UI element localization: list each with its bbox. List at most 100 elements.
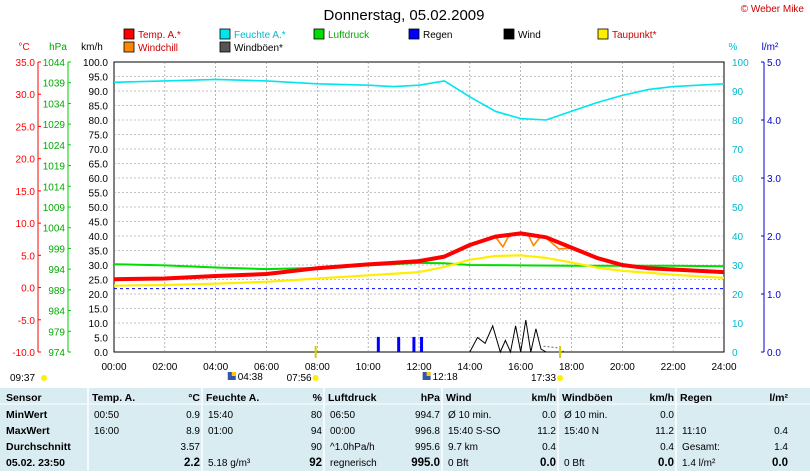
cell-value: 94 — [311, 426, 323, 437]
cell-value: 0.9 — [186, 410, 200, 421]
pressure-tick-label: 1019 — [43, 162, 66, 173]
x-tick-label: 20:00 — [610, 362, 635, 373]
moon-rise-icon-sun — [231, 372, 236, 376]
sunrise-time: 07:56 — [287, 373, 312, 384]
pressure-tick-label: 984 — [48, 307, 65, 318]
cell-value: 92 — [309, 457, 322, 469]
x-tick-label: 02:00 — [152, 362, 177, 373]
legend-swatch — [503, 28, 515, 40]
temp-tick-label: 35.0 — [16, 58, 36, 69]
column-header: Windböen — [562, 392, 613, 404]
cell-text: ^1.0hPa/h — [330, 442, 375, 453]
x-tick-label: 08:00 — [305, 362, 330, 373]
temp-unit-label: °C — [18, 42, 29, 53]
cell-value: 1.4 — [774, 442, 788, 453]
legend-label: Temp. A.* — [138, 30, 181, 41]
pressure-tick-label: 1009 — [43, 203, 66, 214]
cell-text: 15:40 — [208, 410, 233, 421]
humidity-tick-label: 0 — [732, 348, 738, 359]
humidity-tick-label: 50 — [732, 203, 744, 214]
temp-tick-label: 15.0 — [16, 187, 36, 198]
wind-tick-label: 55.0 — [89, 189, 109, 200]
temp-tick-label: -5.0 — [18, 316, 36, 327]
humidity-tick-label: 70 — [732, 145, 744, 156]
summary-table: Sensor Temp. A. °C Feuchte A.% Luftdruck hPa W… — [0, 388, 810, 471]
cell-text: 01:00 — [208, 426, 233, 437]
cell-text: 1.4 l/m² — [682, 458, 716, 469]
moon-rise-time: 04:38 — [238, 372, 263, 383]
legend-label: Luftdruck — [328, 30, 370, 41]
column-header: Sensor — [6, 392, 42, 404]
series-line-taupunkt — [113, 254, 725, 287]
rain-tick-label: 3.0 — [767, 174, 781, 185]
legend-swatch — [597, 28, 609, 40]
pressure-tick-label: 994 — [48, 265, 65, 276]
pressure-tick-label: 1029 — [43, 120, 66, 131]
cell-value: 3.57 — [181, 442, 201, 453]
cell-value: 0.0 — [542, 410, 556, 421]
temp-tick-label: 0.0 — [21, 284, 35, 295]
column-header: Wind — [446, 392, 472, 404]
chart-legend: Temp. A.* Feuchte A.* Luftdruck Regen Wind Ta… — [123, 28, 657, 54]
humidity-tick-label: 10 — [732, 319, 744, 330]
legend-swatch — [408, 28, 420, 40]
cell-text: 5.18 g/m³ — [208, 458, 251, 469]
x-tick-label: 04:00 — [203, 362, 228, 373]
wind-unit-label: km/h — [81, 42, 103, 53]
x-tick-label: 24:00 — [711, 362, 736, 373]
x-tick-label: 16:00 — [508, 362, 533, 373]
rain-bar — [420, 336, 424, 352]
pressure-tick-label: 1039 — [43, 79, 66, 90]
column-unit: hPa — [421, 392, 440, 404]
rain-bar — [412, 336, 416, 352]
temp-tick-label: 5.0 — [21, 251, 35, 262]
x-tick-label: 10:00 — [356, 362, 381, 373]
cell-text: Ø 10 min. — [564, 410, 607, 421]
grid — [113, 61, 725, 353]
pressure-unit-label: hPa — [49, 42, 67, 53]
wind-tick-label: 100.0 — [83, 58, 108, 69]
rain-unit-label: l/m² — [762, 42, 779, 53]
day-start-sun-icon — [41, 375, 47, 381]
cell-value: 994.7 — [415, 410, 440, 421]
legend-swatch — [123, 28, 135, 40]
sunset-time: 17:33 — [531, 373, 556, 384]
cell-text: 00:50 — [94, 410, 119, 421]
humidity-tick-label: 90 — [732, 87, 744, 98]
column-header: Luftdruck — [328, 392, 377, 404]
series-line-feuchte-a — [113, 78, 725, 121]
legend-swatch — [123, 41, 135, 53]
wind-tick-label: 90.0 — [89, 87, 109, 98]
rain-tick-label: 4.0 — [767, 116, 781, 127]
cell-value: 995.6 — [415, 442, 440, 453]
wind-tick-label: 60.0 — [89, 174, 109, 185]
pressure-tick-label: 1004 — [43, 224, 66, 235]
cell-value: 11.2 — [655, 426, 674, 437]
pressure-tick-label: 989 — [48, 286, 65, 297]
wind-tick-label: 40.0 — [89, 232, 109, 243]
cell-value: 11.2 — [537, 426, 556, 437]
weather-chart: Temp. A.* Feuchte A.* Luftdruck Regen Wind Ta… — [10, 4, 805, 384]
legend-swatch — [219, 41, 231, 53]
legend-label: Taupunkt* — [612, 30, 657, 41]
cell-value: 0.0 — [658, 457, 674, 469]
pressure-tick-label: 999 — [48, 244, 65, 255]
cell-text: 15:40 N — [564, 426, 599, 437]
cell-text: 0 Bft — [448, 458, 469, 469]
wind-tick-label: 20.0 — [89, 290, 109, 301]
chart-marks: 04:38 12:18 07:56 17:33 09:37 — [10, 320, 565, 384]
cell-value: 996.8 — [415, 426, 440, 437]
rain-bar — [397, 336, 401, 352]
wind-gust-line — [543, 345, 565, 352]
cell-value: 0.0 — [772, 457, 788, 469]
cell-value: 995.0 — [411, 457, 440, 469]
temp-tick-label: -10.0 — [12, 348, 35, 359]
sunrise-sun-icon — [312, 375, 319, 381]
legend-label: Regen — [423, 30, 452, 41]
moon-set-icon-sun — [426, 372, 431, 376]
credit: © Weber Mike — [741, 4, 805, 15]
wind-tick-label: 85.0 — [89, 102, 109, 113]
wind-tick-label: 15.0 — [89, 305, 109, 316]
cell-text: 00:00 — [330, 426, 355, 437]
column-unit: km/h — [531, 392, 556, 404]
